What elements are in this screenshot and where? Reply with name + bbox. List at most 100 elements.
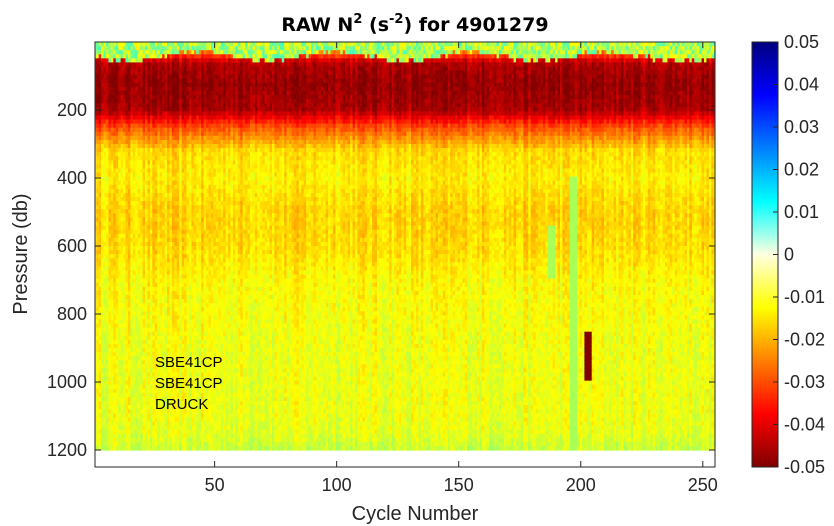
heatmap-cell [105,278,110,284]
heatmap-cell [96,441,100,447]
heatmap-cell [140,168,144,174]
heatmap-cell [130,54,134,59]
heatmap-cell [130,201,134,206]
heatmap-cell [167,62,171,68]
heatmap-cell [171,54,175,59]
heatmap-cell [171,172,175,178]
heatmap-cell [98,437,102,443]
heatmap-cell [167,401,171,406]
heatmap-cell [174,311,178,316]
heatmap-cell [125,405,129,410]
heatmap-cell [108,343,112,349]
heatmap-cell [125,205,129,210]
heatmap-cell [162,388,166,394]
heatmap-cell [176,278,180,284]
heatmap-cell [149,323,153,329]
heatmap-cell [115,197,119,202]
heatmap-cell [142,282,146,288]
heatmap-cell [176,343,180,349]
heatmap-cell [130,425,134,431]
heatmap-cell [174,266,178,272]
heatmap-cell [154,103,158,108]
heatmap-cell [145,74,149,80]
heatmap-cell [147,95,151,100]
heatmap-cell [118,433,122,439]
heatmap-cell [167,241,171,247]
heatmap-cell [96,70,100,76]
heatmap-cell [118,221,122,227]
heatmap-cell [132,62,136,68]
heatmap-cell [125,388,129,394]
heatmap-cell [105,270,110,276]
heatmap-cell [154,246,158,251]
heatmap-cell [147,82,151,88]
heatmap-cell [125,82,129,88]
heatmap-cell [98,50,102,55]
heatmap-cell [137,254,141,259]
heatmap-cell [147,413,151,418]
heatmap-cell [145,42,149,47]
heatmap-cell [154,270,158,276]
heatmap-cell [118,217,122,223]
heatmap-cell [176,282,180,288]
heatmap-cell [103,139,107,145]
heatmap-cell [157,364,161,369]
heatmap-cell [115,437,119,443]
heatmap-cell [115,225,119,231]
heatmap-cell [132,229,136,235]
heatmap-cell [152,343,156,349]
heatmap-cell [149,266,153,272]
heatmap-cell [120,139,124,145]
heatmap-cell [101,278,105,284]
heatmap-cell [174,192,178,198]
heatmap-cell [115,392,119,398]
heatmap-cell [132,421,136,427]
heatmap-cell [149,286,153,292]
heatmap-cell [149,392,153,398]
heatmap-cell [174,209,178,214]
heatmap-cell [108,254,112,259]
heatmap-cell [162,339,166,345]
heatmap-cell [149,184,153,190]
heatmap-cell [98,299,102,304]
heatmap-cell [105,111,110,117]
heatmap-cell [98,144,102,149]
heatmap-cell [159,201,163,206]
heatmap-cell [98,319,102,325]
heatmap-cell [96,229,100,235]
heatmap-cell [137,168,141,174]
heatmap-cell [159,99,163,104]
heatmap-cell [167,364,171,369]
heatmap-cell [115,115,119,121]
heatmap-cell [149,409,153,414]
heatmap-cell [157,417,161,423]
heatmap-cell [103,319,107,325]
heatmap-cell [176,58,180,63]
heatmap-cell [105,343,110,349]
heatmap-cell [98,278,102,284]
heatmap-cell [137,233,141,239]
heatmap-cell [167,282,171,288]
heatmap-cell [108,205,112,210]
heatmap-cell [101,46,105,51]
heatmap-cell [157,66,161,72]
heatmap-cell [132,376,136,382]
heatmap-cell [162,180,166,186]
heatmap-cell [171,209,175,214]
heatmap-cell [164,107,168,112]
heatmap-cell [120,445,124,451]
heatmap-cell [152,144,156,149]
heatmap-cell [125,131,129,137]
heatmap-cell [169,372,173,378]
heatmap-cell [152,217,156,223]
heatmap-cell [149,168,153,174]
heatmap-cell [130,221,134,227]
heatmap-cell [110,217,114,223]
heatmap-cell [171,62,175,68]
heatmap-cell [135,246,139,251]
heatmap-cell [135,396,139,402]
heatmap-cell [162,54,166,59]
heatmap-cell [125,343,129,349]
heatmap-cell [123,123,127,129]
heatmap-cell [127,201,131,206]
